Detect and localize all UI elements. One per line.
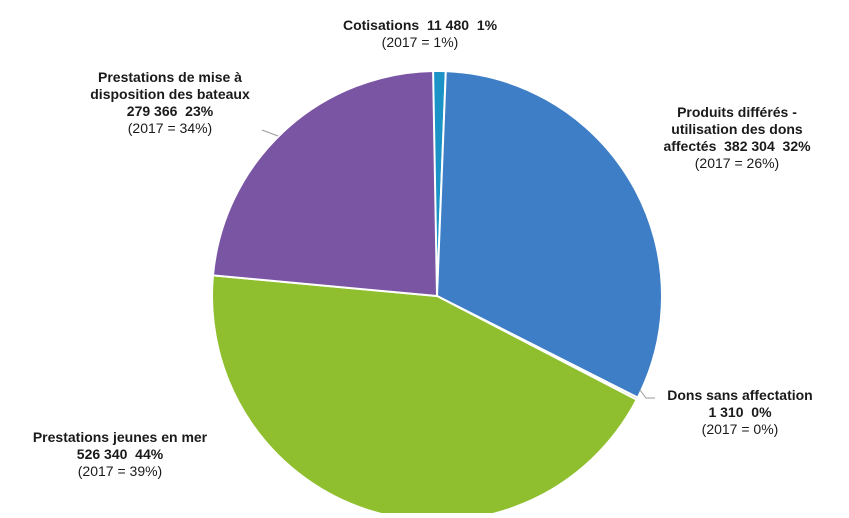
label-cotisations-amount: 11 480 xyxy=(426,17,470,33)
leader-line-dons-sans-affectation xyxy=(639,389,655,399)
label-produits-differes-line2: utilisation des dons xyxy=(671,121,803,137)
label-prestations-bateaux-percent: 23% xyxy=(185,103,214,119)
label-prestations-jeunes: Prestations jeunes en mer 526 340 44% (2… xyxy=(0,429,240,480)
leader-line-prestations-bateaux xyxy=(261,129,279,137)
slice-prestations-jeunes xyxy=(211,274,639,518)
slice-produits-differes xyxy=(435,70,663,399)
label-produits-differes-line3: affectés xyxy=(663,138,717,154)
label-prestations-jeunes-name: Prestations jeunes en mer xyxy=(32,429,208,445)
slice-prestations-bateaux xyxy=(211,70,439,298)
label-produits-differes-amount: 382 304 xyxy=(724,138,775,154)
label-cotisations-prev: (2017 = 1%) xyxy=(381,34,459,50)
label-produits-differes-line1: Produits différés - xyxy=(677,104,797,120)
label-produits-differes: Produits différés - utilisation des dons… xyxy=(618,104,849,172)
label-prestations-jeunes-prev: (2017 = 39%) xyxy=(77,463,163,479)
label-prestations-jeunes-percent: 44% xyxy=(135,446,164,462)
label-prestations-jeunes-amount: 526 340 xyxy=(76,446,128,462)
label-cotisations-name: Cotisations xyxy=(342,17,420,33)
label-produits-differes-prev: (2017 = 26%) xyxy=(694,155,780,171)
label-cotisations: Cotisations 11 480 1% (2017 = 1%) xyxy=(300,17,540,51)
label-prestations-bateaux: Prestations de mise à disposition des ba… xyxy=(50,69,290,137)
label-prestations-bateaux-line1: Prestations de mise à xyxy=(98,69,242,85)
label-dons-sans-affectation-amount: 1 310 xyxy=(708,404,744,420)
label-prestations-bateaux-amount: 279 366 xyxy=(126,103,178,119)
label-prestations-bateaux-line2: disposition des bateaux xyxy=(90,86,250,102)
label-dons-sans-affectation: Dons sans affectation 1 310 0% (2017 = 0… xyxy=(640,387,840,438)
label-dons-sans-affectation-name: Dons sans affectation xyxy=(667,387,813,403)
label-produits-differes-percent: 32% xyxy=(782,138,811,154)
label-prestations-bateaux-prev: (2017 = 34%) xyxy=(127,120,213,136)
label-dons-sans-affectation-prev: (2017 = 0%) xyxy=(701,421,779,437)
label-dons-sans-affectation-percent: 0% xyxy=(751,404,772,420)
label-cotisations-percent: 1% xyxy=(476,17,498,33)
